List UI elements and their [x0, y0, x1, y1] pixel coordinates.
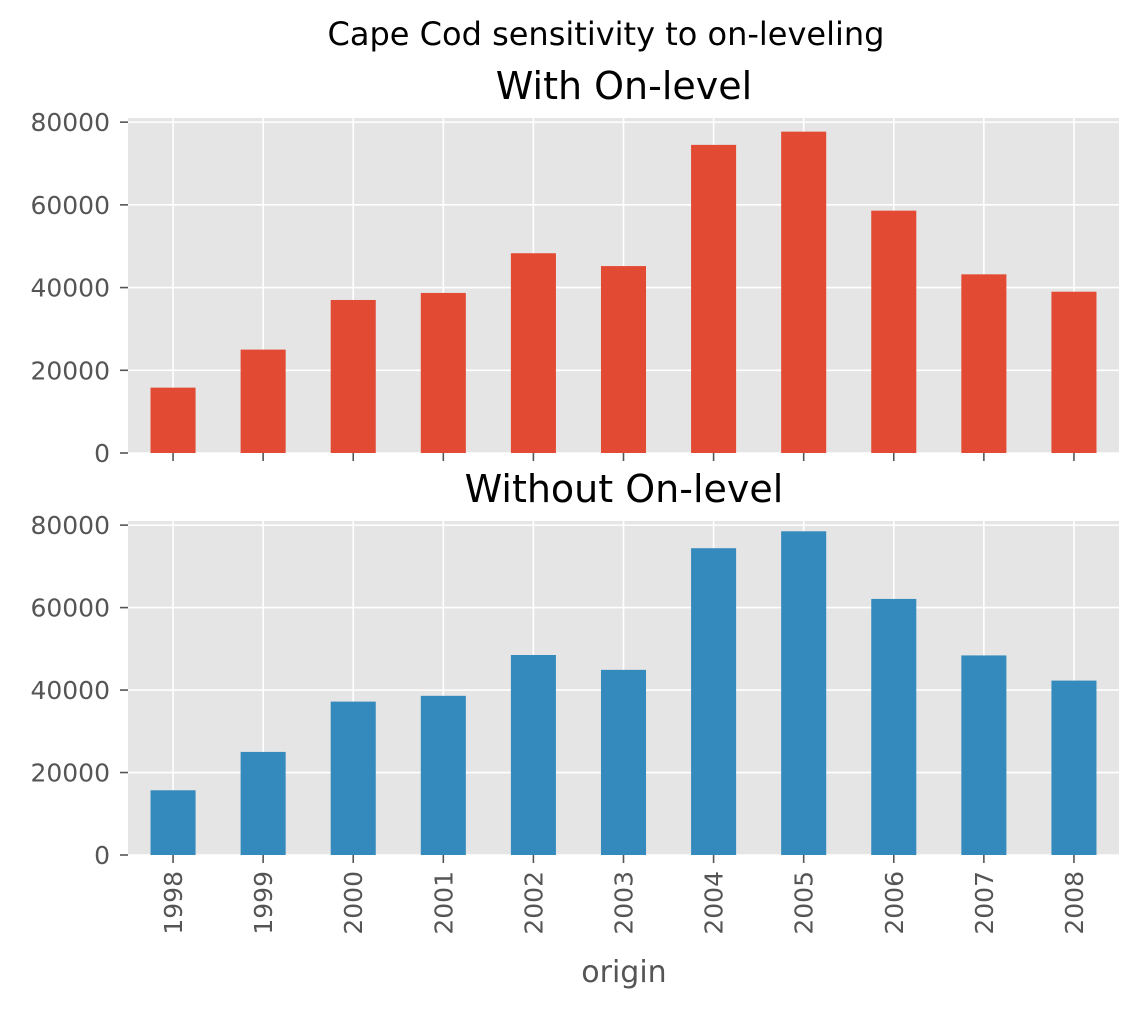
ytick-label: 80000 — [30, 108, 110, 137]
xtick-label: 2002 — [519, 871, 548, 935]
xtick-label: 2007 — [970, 871, 999, 935]
bar-top-2005 — [781, 131, 827, 454]
bar-bottom-2006 — [871, 598, 917, 855]
bar-top-2006 — [871, 210, 917, 453]
bar-bottom-2003 — [600, 669, 647, 855]
panel-top-xticks — [172, 453, 1075, 461]
xtick-label: 1999 — [249, 871, 278, 935]
ytick-label: 0 — [94, 439, 110, 468]
bar-top-2004 — [691, 144, 737, 453]
bar-bottom-2001 — [420, 695, 466, 855]
panel-top-bars — [150, 131, 1097, 454]
bar-top-2001 — [420, 292, 466, 453]
panel-top: With On-level 0 20000 40000 60000 80000 — [30, 64, 1119, 468]
xtick-label: 2008 — [1060, 871, 1089, 935]
ytick-label: 80000 — [30, 511, 110, 540]
bar-top-2002 — [510, 253, 556, 453]
bar-bottom-2005 — [781, 531, 827, 855]
bar-top-2007 — [961, 274, 1007, 453]
bar-top-2000 — [330, 299, 376, 453]
panel-bottom-title: Without On-level — [465, 467, 784, 511]
bar-top-2003 — [600, 266, 647, 453]
xtick-label: 2006 — [880, 871, 909, 935]
bar-bottom-1998 — [150, 790, 196, 855]
ytick-label: 20000 — [30, 356, 110, 385]
bar-bottom-2000 — [330, 701, 376, 855]
panel-bottom-xlabel: origin — [581, 955, 666, 990]
xtick-label: 2001 — [429, 871, 458, 935]
xtick-label: 1998 — [159, 871, 188, 935]
ytick-label: 60000 — [30, 594, 110, 623]
ytick-label: 40000 — [30, 274, 110, 303]
bar-bottom-2008 — [1051, 680, 1097, 855]
xtick-label: 2005 — [790, 871, 819, 935]
panel-top-yticks: 0 20000 40000 60000 80000 — [30, 108, 128, 468]
xtick-label: 2000 — [339, 871, 368, 935]
panel-bottom: Without On-level 0 20000 40000 60000 80000 1… — [30, 467, 1119, 990]
bar-bottom-2004 — [691, 548, 737, 855]
bar-bottom-2002 — [510, 655, 556, 855]
ytick-label: 40000 — [30, 676, 110, 705]
bar-top-1999 — [240, 349, 286, 453]
bar-bottom-2007 — [961, 655, 1007, 855]
panel-bottom-yticks: 0 20000 40000 60000 80000 — [30, 511, 128, 870]
bar-top-1998 — [150, 387, 196, 453]
panel-bottom-xticks: 1998 1999 2000 2001 2002 2003 2004 2005 2006 2007… — [159, 855, 1089, 935]
panel-bottom-bars — [150, 531, 1097, 855]
ytick-label: 0 — [94, 841, 110, 870]
xtick-label: 2004 — [700, 871, 729, 935]
ytick-label: 60000 — [30, 191, 110, 220]
panel-top-title: With On-level — [496, 64, 752, 108]
bar-bottom-1999 — [240, 751, 286, 855]
xtick-label: 2003 — [610, 871, 639, 935]
figure-suptitle: Cape Cod sensitivity to on-leveling — [328, 15, 885, 53]
ytick-label: 20000 — [30, 759, 110, 788]
bar-top-2008 — [1051, 291, 1097, 453]
